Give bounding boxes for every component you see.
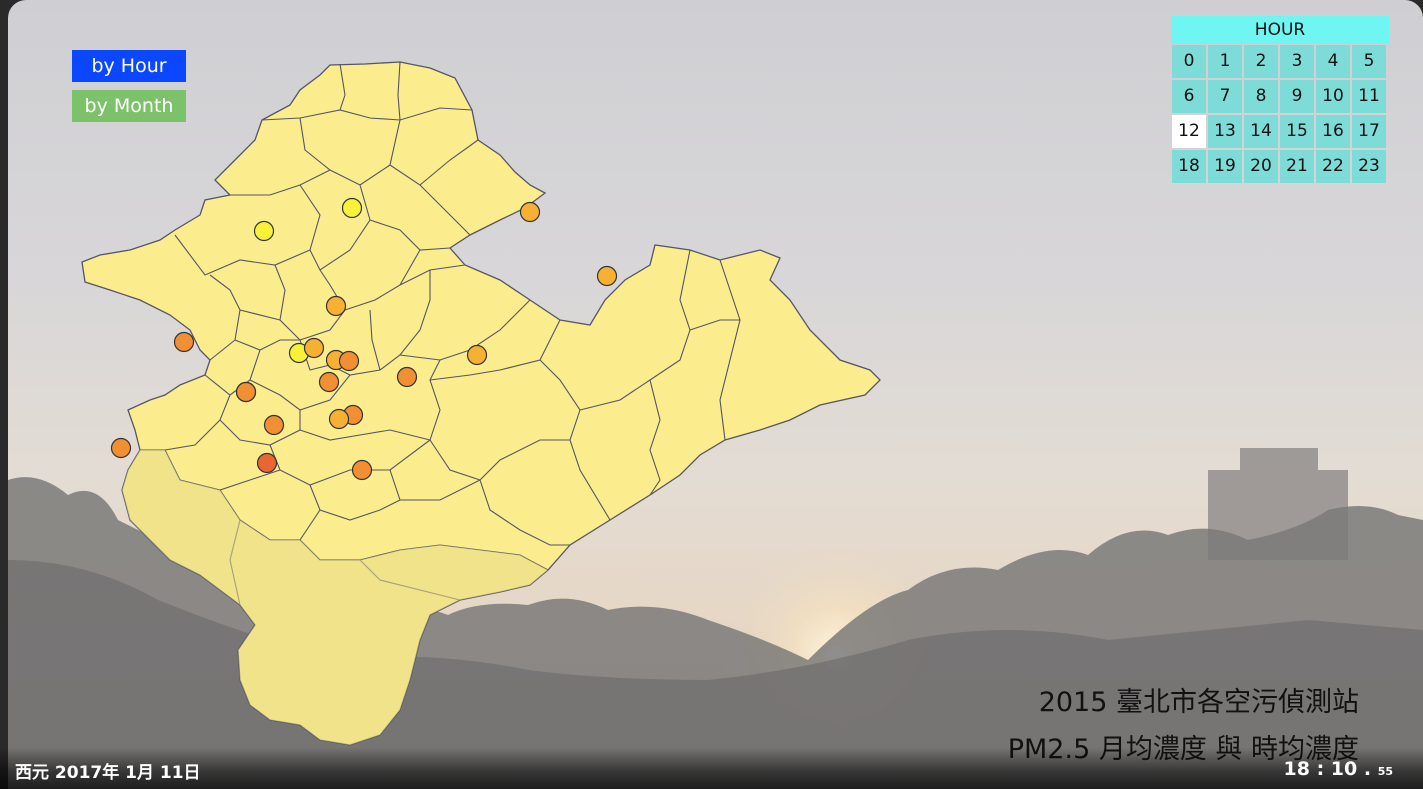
hour-cell-20[interactable]: 20 xyxy=(1244,150,1278,183)
hour-cell-8[interactable]: 8 xyxy=(1244,80,1278,113)
hour-cell-18[interactable]: 18 xyxy=(1172,150,1206,183)
page-title-line1: 2015 臺北市各空污偵測站 xyxy=(1038,687,1359,718)
hour-cell-11[interactable]: 11 xyxy=(1352,80,1386,113)
footer-bar xyxy=(0,747,1423,789)
station-marker-s6[interactable] xyxy=(173,331,195,353)
district-regions xyxy=(81,61,881,746)
hour-cell-15[interactable]: 15 xyxy=(1280,115,1314,148)
station-marker-s18[interactable] xyxy=(110,437,132,459)
clock-display: 18 : 10 . 55 xyxy=(1284,758,1393,780)
station-marker-s3[interactable] xyxy=(519,201,541,223)
hour-cell-0[interactable]: 0 xyxy=(1172,45,1206,78)
clock-main: 18 : 10 . xyxy=(1283,758,1372,780)
station-marker-s21[interactable] xyxy=(235,381,257,403)
hour-cell-13[interactable]: 13 xyxy=(1208,115,1242,148)
date-display: 西元 2017年 1月 11日 xyxy=(15,763,201,783)
hour-cell-14[interactable]: 14 xyxy=(1244,115,1278,148)
hour-cell-9[interactable]: 9 xyxy=(1280,80,1314,113)
station-marker-s11[interactable] xyxy=(466,344,488,366)
hour-cell-2[interactable]: 2 xyxy=(1244,45,1278,78)
station-marker-s13[interactable] xyxy=(396,366,418,388)
station-marker-s5[interactable] xyxy=(325,295,347,317)
hour-cell-4[interactable]: 4 xyxy=(1316,45,1350,78)
hour-cell-23[interactable]: 23 xyxy=(1352,150,1386,183)
station-marker-s20[interactable] xyxy=(256,452,278,474)
station-marker-s12[interactable] xyxy=(318,371,340,393)
hour-cell-19[interactable]: 19 xyxy=(1208,150,1242,183)
by-hour-button[interactable]: by Hour xyxy=(72,50,186,82)
station-marker-s2[interactable] xyxy=(253,220,275,242)
by-month-button[interactable]: by Month xyxy=(72,90,186,122)
hour-selector-panel: HOUR 0 1 2 3 4 5 6 7 8 9 10 11 12 13 14 15 16 17 18 19 20 21 2… xyxy=(1171,16,1389,186)
hour-cell-22[interactable]: 22 xyxy=(1316,150,1350,183)
hour-panel-title: HOUR xyxy=(1171,16,1389,44)
station-marker-s16[interactable] xyxy=(328,408,350,430)
station-marker-s19[interactable] xyxy=(351,459,373,481)
hour-cell-21[interactable]: 21 xyxy=(1280,150,1314,183)
hour-cell-7[interactable]: 7 xyxy=(1208,80,1242,113)
hour-cell-12[interactable]: 12 xyxy=(1172,115,1206,148)
hour-grid: 0 1 2 3 4 5 6 7 8 9 10 11 12 13 14 15 16 17 18 19 20 21 22 23 xyxy=(1172,45,1388,183)
hour-cell-5[interactable]: 5 xyxy=(1352,45,1386,78)
hour-cell-6[interactable]: 6 xyxy=(1172,80,1206,113)
station-marker-s10[interactable] xyxy=(338,350,360,372)
station-marker-s1[interactable] xyxy=(341,197,363,219)
hour-cell-16[interactable]: 16 xyxy=(1316,115,1350,148)
hour-cell-1[interactable]: 1 xyxy=(1208,45,1242,78)
station-marker-s4[interactable] xyxy=(596,265,618,287)
hour-cell-3[interactable]: 3 xyxy=(1280,45,1314,78)
station-marker-s17[interactable] xyxy=(263,414,285,436)
station-markers xyxy=(110,197,618,481)
hour-cell-10[interactable]: 10 xyxy=(1316,80,1350,113)
hour-cell-17[interactable]: 17 xyxy=(1352,115,1386,148)
map-outline[interactable] xyxy=(81,61,881,746)
clock-seconds: 55 xyxy=(1377,765,1393,778)
station-marker-s8[interactable] xyxy=(303,337,325,359)
